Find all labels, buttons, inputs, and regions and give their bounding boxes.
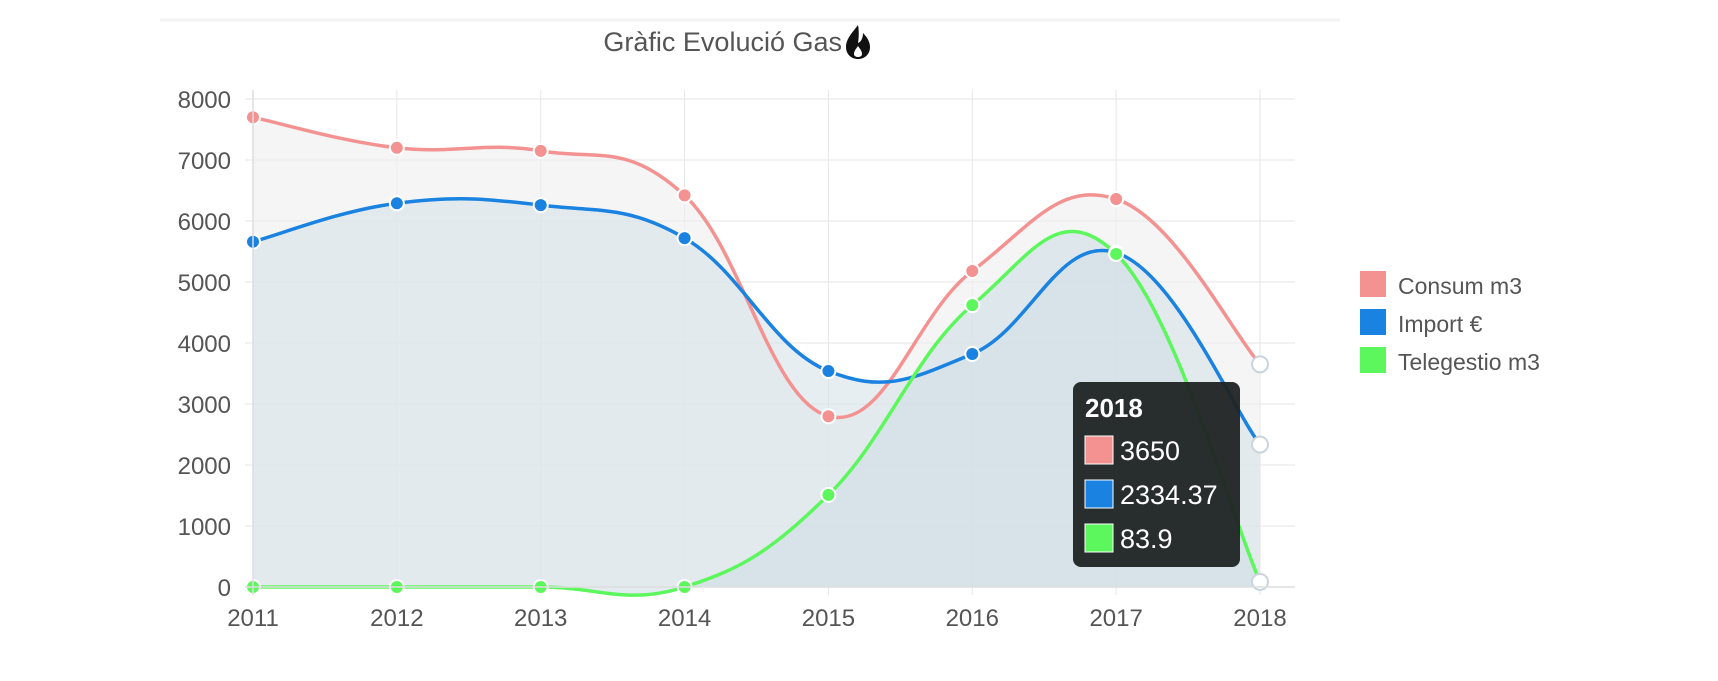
x-tick-label: 2013	[514, 605, 567, 632]
tooltip-box	[1073, 382, 1240, 567]
data-point[interactable]	[1108, 191, 1125, 208]
data-point[interactable]	[820, 486, 837, 503]
data-point[interactable]	[1251, 435, 1269, 454]
x-tick-label: 2014	[658, 605, 711, 632]
x-tick-label: 2016	[946, 605, 999, 632]
series-area-2	[253, 231, 1260, 596]
legend-label: Import €	[1398, 311, 1483, 337]
y-tick-label: 8000	[178, 87, 231, 114]
legend-item[interactable]: Telegestio m3	[1360, 347, 1540, 375]
legend-swatch	[1360, 309, 1386, 335]
y-tick-label: 2000	[178, 453, 231, 480]
tooltip-value: 83.9	[1120, 524, 1173, 554]
y-tick-label: 6000	[178, 209, 231, 236]
data-point[interactable]	[964, 345, 981, 362]
legend-swatch	[1360, 271, 1386, 297]
chart-title-group: Gràfic Evolució Gas	[603, 25, 870, 59]
y-tick-label: 1000	[178, 514, 231, 541]
legend-swatch	[1360, 347, 1386, 373]
x-tick-label: 2012	[370, 605, 423, 632]
y-tick-label: 7000	[178, 148, 231, 175]
y-tick-label: 3000	[178, 392, 231, 419]
data-point[interactable]	[1251, 355, 1269, 374]
data-point[interactable]	[532, 142, 549, 159]
data-point[interactable]	[1251, 572, 1269, 591]
legend-label: Telegestio m3	[1398, 349, 1540, 375]
legend[interactable]: Consum m3 Import € Telegestio m3	[1360, 271, 1540, 375]
y-tick-label: 0	[218, 575, 231, 602]
data-point[interactable]	[676, 187, 693, 204]
data-point[interactable]	[676, 230, 693, 247]
tooltip-swatch	[1084, 435, 1114, 465]
legend-item[interactable]: Import €	[1360, 309, 1483, 337]
tooltip-title: 2018	[1085, 393, 1143, 423]
tooltip-swatch	[1084, 523, 1114, 553]
tooltip: 2018 3650 2334.37 83.9	[1073, 382, 1240, 567]
series-areas	[253, 117, 1260, 596]
data-point[interactable]	[820, 408, 837, 425]
data-point[interactable]	[388, 139, 405, 156]
x-tick-label: 2015	[802, 605, 855, 632]
data-point[interactable]	[388, 195, 405, 212]
x-tick-label: 2011	[227, 605, 279, 632]
data-point[interactable]	[532, 197, 549, 214]
legend-item[interactable]: Consum m3	[1360, 271, 1522, 299]
flame-icon	[846, 25, 870, 59]
tooltip-value: 3650	[1120, 436, 1180, 466]
tooltip-swatch	[1084, 479, 1114, 509]
data-point[interactable]	[964, 263, 981, 280]
series-line-0	[252, 115, 1262, 420]
tooltip-value: 2334.37	[1120, 480, 1218, 510]
data-point[interactable]	[820, 363, 837, 380]
data-point[interactable]	[964, 297, 981, 314]
axes: 0 1000 2000 3000 4000 5000 6000 7000 8000 2011 201…	[178, 87, 1295, 632]
y-tick-label: 4000	[178, 331, 231, 358]
data-point[interactable]	[1108, 245, 1125, 262]
legend-label: Consum m3	[1398, 273, 1522, 299]
x-tick-label: 2018	[1233, 605, 1286, 632]
chart-title: Gràfic Evolució Gas	[603, 27, 842, 57]
y-tick-label: 5000	[178, 270, 231, 297]
x-tick-label: 2017	[1089, 605, 1142, 632]
